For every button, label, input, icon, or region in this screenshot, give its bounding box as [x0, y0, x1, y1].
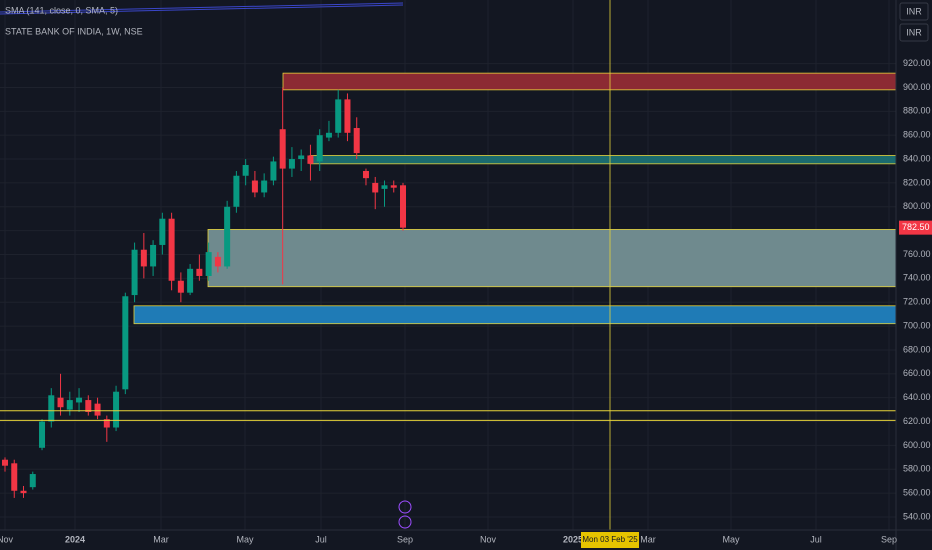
- candle-body: [29, 474, 36, 488]
- y-tick-label: 580.00: [903, 464, 931, 474]
- candle-body: [20, 490, 27, 494]
- y-tick-label: 920.00: [903, 58, 931, 68]
- candle-body: [11, 463, 18, 491]
- candle-body: [381, 185, 388, 189]
- candle-body: [307, 155, 314, 164]
- candle-body: [159, 218, 166, 245]
- candle-body: [353, 128, 360, 154]
- event-icon[interactable]: [398, 500, 412, 514]
- y-tick-label: 820.00: [903, 177, 931, 187]
- currency-button[interactable]: [899, 2, 929, 21]
- candle-body: [390, 185, 397, 188]
- y-tick-label: 760.00: [903, 249, 931, 259]
- y-tick-label: 800.00: [903, 201, 931, 211]
- indicator-label: SMA (141, close, 0, SMA, 5): [5, 5, 118, 15]
- price-tag-label: 782.50: [902, 222, 930, 232]
- x-tick-label: Nov: [0, 534, 13, 544]
- candle-body: [57, 397, 64, 408]
- x-tick-label: Nov: [480, 534, 497, 544]
- sma-line: [0, 2, 404, 13]
- y-tick-label: 680.00: [903, 344, 931, 354]
- currency-label[interactable]: INR: [906, 27, 922, 37]
- candle-body: [48, 395, 55, 422]
- candle-body: [298, 155, 305, 160]
- candle-body: [316, 135, 323, 162]
- y-tick-label: 840.00: [903, 153, 931, 163]
- candle-body: [85, 400, 92, 412]
- x-tick-label: Sep: [881, 534, 897, 544]
- price-tag: [899, 220, 932, 235]
- candle-body: [39, 421, 46, 448]
- candle-body: [288, 159, 295, 169]
- y-tick-label: 880.00: [903, 106, 931, 116]
- zone: [207, 229, 897, 288]
- candle-body: [131, 249, 138, 296]
- y-tick-label: 900.00: [903, 82, 931, 92]
- sma-line: [0, 4, 404, 15]
- candle-body: [251, 180, 258, 193]
- zone: [309, 155, 897, 165]
- candle-body: [205, 252, 212, 276]
- overlay: [0, 0, 896, 530]
- candle-body: [2, 459, 8, 466]
- x-tick-label: Sep: [397, 534, 413, 544]
- candle-body: [362, 170, 369, 179]
- y-tick-label: 660.00: [903, 368, 931, 378]
- x-tick-label: 2025: [563, 534, 583, 544]
- candle-body: [76, 397, 83, 403]
- y-tick-label: 700.00: [903, 320, 931, 330]
- candle-body: [325, 132, 332, 138]
- y-tick-label: 560.00: [903, 488, 931, 498]
- crosshair-tag: [581, 532, 639, 548]
- x-tick-label: Jul: [315, 534, 327, 544]
- candle-body: [168, 218, 175, 281]
- candles: [2, 87, 406, 498]
- candle-body: [233, 175, 240, 207]
- y-tick-label: 620.00: [903, 416, 931, 426]
- y-tick-label: 600.00: [903, 440, 931, 450]
- candle-body: [113, 391, 120, 428]
- y-tick-label: 540.00: [903, 511, 931, 521]
- candle-body: [94, 403, 101, 416]
- candle-body: [224, 206, 231, 267]
- y-tick-label: 740.00: [903, 273, 931, 283]
- candle-body: [140, 249, 147, 267]
- event-icon[interactable]: [398, 515, 412, 529]
- candle-body: [400, 185, 406, 228]
- candle-body: [150, 244, 157, 267]
- candle-body: [103, 419, 110, 428]
- y-tick-label: 640.00: [903, 392, 931, 402]
- x-tick-label: Jul: [810, 534, 822, 544]
- zone: [133, 305, 897, 325]
- zone: [282, 72, 897, 91]
- x-tick-label: May: [722, 534, 740, 544]
- chart-title: STATE BANK OF INDIA, 1W, NSE: [5, 26, 143, 36]
- candle-body: [335, 99, 342, 133]
- y-tick-label: 720.00: [903, 297, 931, 307]
- x-tick-label: Mar: [153, 534, 169, 544]
- candle-body: [372, 182, 379, 193]
- candle-body: [196, 268, 203, 276]
- x-tick-label: 2024: [65, 534, 85, 544]
- x-tick-label: Mar: [640, 534, 656, 544]
- candle-body: [214, 256, 221, 267]
- candle-body: [270, 161, 277, 181]
- candle-body: [242, 165, 249, 176]
- candle-body: [122, 296, 129, 390]
- candle-body: [261, 180, 268, 193]
- crosshair-label: Mon 03 Feb '25: [582, 535, 638, 544]
- currency-label[interactable]: INR: [906, 6, 922, 16]
- candle-body: [66, 400, 73, 410]
- candle-body: [187, 268, 194, 293]
- candle-body: [344, 99, 351, 133]
- y-tick-label: 860.00: [903, 130, 931, 140]
- candle-body: [279, 129, 286, 169]
- candle-body: [177, 280, 184, 293]
- currency-button[interactable]: [899, 23, 929, 42]
- x-tick-label: May: [236, 534, 254, 544]
